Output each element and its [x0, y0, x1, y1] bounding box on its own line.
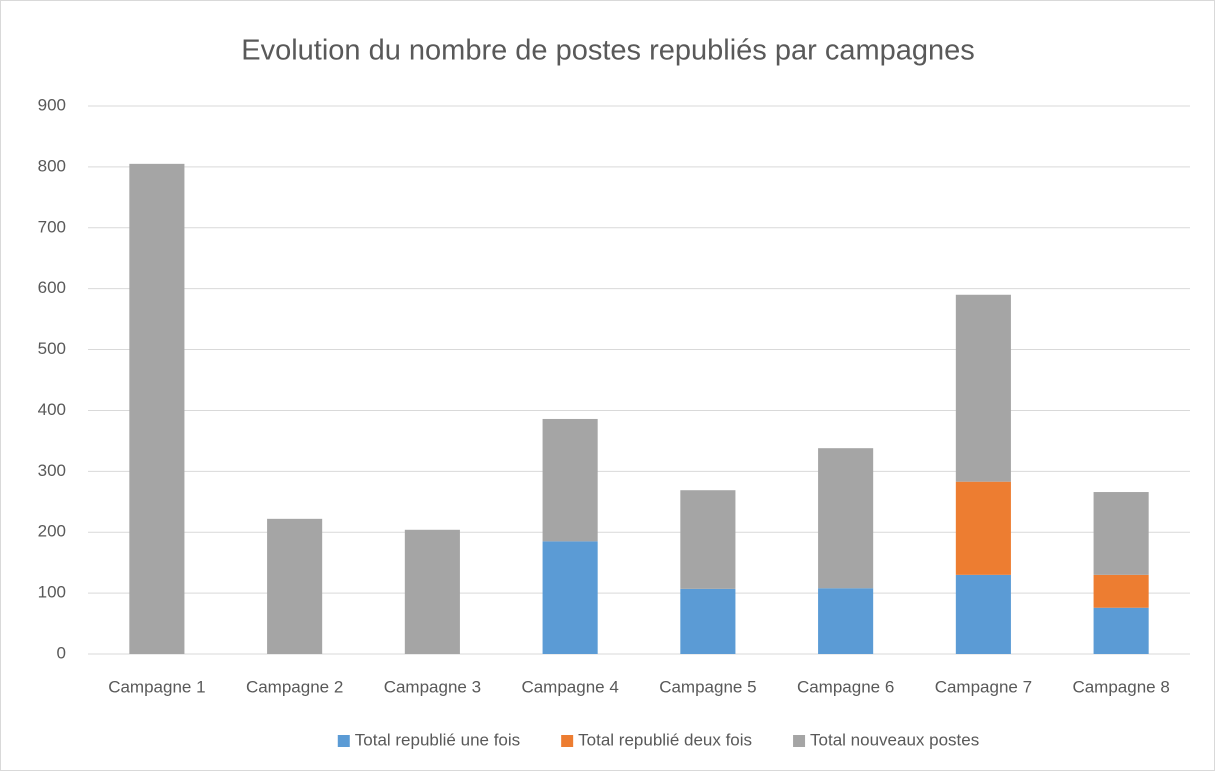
bar-segment [955, 574, 1011, 654]
legend-label: Total republié deux fois [578, 730, 752, 749]
y-tick-label: 900 [38, 95, 66, 114]
bar-segment [1093, 574, 1149, 608]
y-tick-label: 300 [38, 461, 66, 480]
bar-segment [404, 529, 460, 654]
bar-segment [955, 294, 1011, 482]
bar-segment [542, 418, 598, 542]
legend-swatch [793, 735, 806, 747]
bar-segment [542, 541, 598, 654]
bar-segment [955, 481, 1011, 575]
bar-segment [680, 490, 736, 589]
x-tick-label: Campagne 4 [521, 677, 618, 696]
y-tick-label: 600 [38, 278, 66, 297]
y-tick-label: 700 [38, 217, 66, 236]
bar-segment [680, 588, 736, 654]
x-tick-label: Campagne 2 [246, 677, 343, 696]
legend-label: Total nouveaux postes [810, 730, 979, 749]
y-tick-label: 100 [38, 583, 66, 602]
legend-swatch [561, 735, 574, 747]
y-tick-label: 800 [38, 156, 66, 175]
x-tick-label: Campagne 3 [384, 677, 481, 696]
legend-swatch [337, 735, 350, 747]
y-tick-label: 200 [38, 522, 66, 541]
bar-segment [1093, 492, 1149, 575]
chart-title: Evolution du nombre de postes republiés … [241, 35, 975, 67]
x-tick-label: Campagne 6 [797, 677, 894, 696]
x-tick-label: Campagne 8 [1072, 677, 1169, 696]
x-tick-label: Campagne 5 [659, 677, 756, 696]
x-tick-label: Campagne 7 [935, 677, 1032, 696]
y-tick-label: 500 [38, 339, 66, 358]
bar-segment [267, 518, 323, 654]
x-tick-label: Campagne 1 [108, 677, 205, 696]
bar-segment [1093, 607, 1149, 654]
bar-segment [818, 448, 874, 589]
y-tick-label: 0 [57, 643, 66, 662]
bar-segment [818, 588, 874, 654]
y-tick-label: 400 [38, 400, 66, 419]
bar-segment [129, 163, 185, 654]
legend-label: Total republié une fois [355, 730, 520, 749]
